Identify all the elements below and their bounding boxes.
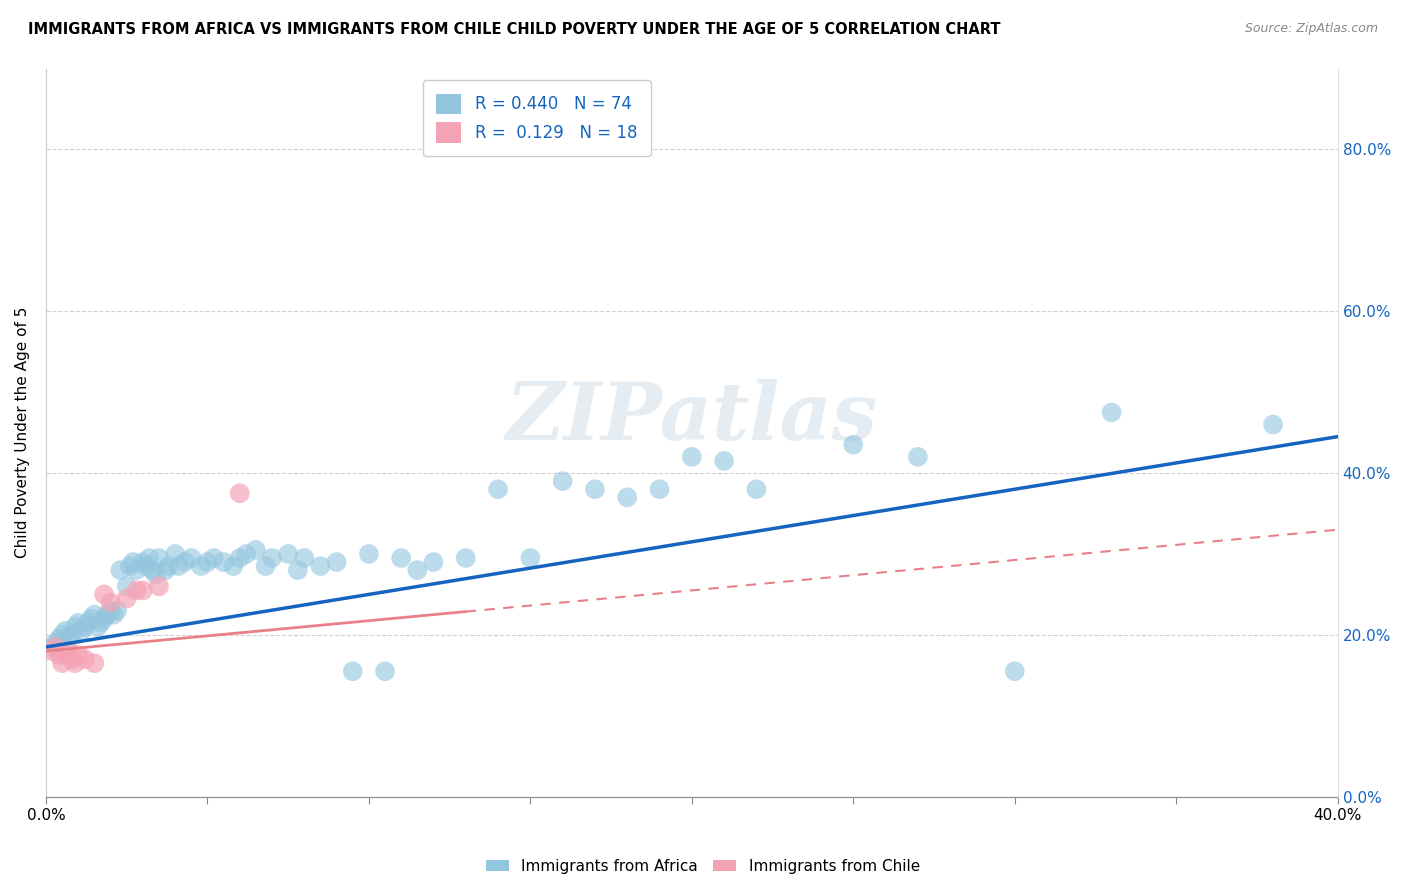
Point <box>1261 417 1284 432</box>
Point <box>83 656 105 670</box>
Point <box>1004 665 1026 679</box>
Point <box>157 559 180 574</box>
Point <box>45 640 67 654</box>
Point <box>551 474 574 488</box>
Point <box>63 620 86 634</box>
Point <box>342 665 364 679</box>
Point <box>67 615 90 630</box>
Point <box>100 595 122 609</box>
Point <box>67 648 90 662</box>
Point <box>93 612 115 626</box>
Point <box>907 450 929 464</box>
Point <box>145 567 167 582</box>
Point <box>53 624 76 638</box>
Point <box>60 652 83 666</box>
Point <box>141 563 163 577</box>
Point <box>135 559 157 574</box>
Point <box>125 563 148 577</box>
Point <box>73 652 96 666</box>
Point <box>745 482 768 496</box>
Point <box>58 632 80 646</box>
Point <box>357 547 380 561</box>
Point <box>51 656 73 670</box>
Point <box>842 438 865 452</box>
Point <box>86 620 108 634</box>
Point <box>51 628 73 642</box>
Y-axis label: Child Poverty Under the Age of 5: Child Poverty Under the Age of 5 <box>15 307 30 558</box>
Point <box>45 636 67 650</box>
Point <box>277 547 299 561</box>
Point <box>118 559 141 574</box>
Point <box>58 644 80 658</box>
Point <box>222 559 245 574</box>
Point <box>132 555 155 569</box>
Point <box>155 563 177 577</box>
Point <box>422 555 444 569</box>
Point <box>105 604 128 618</box>
Point <box>254 559 277 574</box>
Legend: Immigrants from Africa, Immigrants from Chile: Immigrants from Africa, Immigrants from … <box>479 853 927 880</box>
Point <box>190 559 212 574</box>
Point <box>292 551 315 566</box>
Point <box>374 665 396 679</box>
Point <box>63 656 86 670</box>
Point <box>103 607 125 622</box>
Point <box>713 454 735 468</box>
Point <box>138 551 160 566</box>
Point <box>90 615 112 630</box>
Point <box>406 563 429 577</box>
Point <box>41 644 63 658</box>
Point <box>48 632 70 646</box>
Text: ZIPatlas: ZIPatlas <box>506 379 877 457</box>
Point <box>648 482 671 496</box>
Point <box>1101 405 1123 419</box>
Point <box>132 583 155 598</box>
Point <box>115 579 138 593</box>
Point <box>148 551 170 566</box>
Point <box>287 563 309 577</box>
Point <box>228 551 250 566</box>
Point <box>519 551 541 566</box>
Point <box>228 486 250 500</box>
Point <box>53 648 76 662</box>
Text: IMMIGRANTS FROM AFRICA VS IMMIGRANTS FROM CHILE CHILD POVERTY UNDER THE AGE OF 5: IMMIGRANTS FROM AFRICA VS IMMIGRANTS FRO… <box>28 22 1001 37</box>
Point <box>73 620 96 634</box>
Point <box>60 628 83 642</box>
Point <box>96 607 118 622</box>
Point <box>167 559 190 574</box>
Point <box>681 450 703 464</box>
Point <box>389 551 412 566</box>
Point <box>48 648 70 662</box>
Point <box>93 587 115 601</box>
Point <box>125 583 148 598</box>
Point <box>212 555 235 569</box>
Point <box>80 612 103 626</box>
Point <box>100 604 122 618</box>
Point <box>202 551 225 566</box>
Point <box>122 555 145 569</box>
Point <box>583 482 606 496</box>
Point <box>245 542 267 557</box>
Point <box>110 563 132 577</box>
Point <box>83 607 105 622</box>
Point <box>165 547 187 561</box>
Legend: R = 0.440   N = 74, R =  0.129   N = 18: R = 0.440 N = 74, R = 0.129 N = 18 <box>423 80 651 156</box>
Point <box>173 555 195 569</box>
Point <box>148 579 170 593</box>
Point <box>486 482 509 496</box>
Point <box>235 547 257 561</box>
Point <box>454 551 477 566</box>
Point <box>309 559 332 574</box>
Text: Source: ZipAtlas.com: Source: ZipAtlas.com <box>1244 22 1378 36</box>
Point <box>115 591 138 606</box>
Point <box>616 491 638 505</box>
Point <box>180 551 202 566</box>
Point <box>70 624 93 638</box>
Point <box>77 615 100 630</box>
Point <box>41 640 63 654</box>
Point <box>260 551 283 566</box>
Point <box>325 555 347 569</box>
Point <box>197 555 219 569</box>
